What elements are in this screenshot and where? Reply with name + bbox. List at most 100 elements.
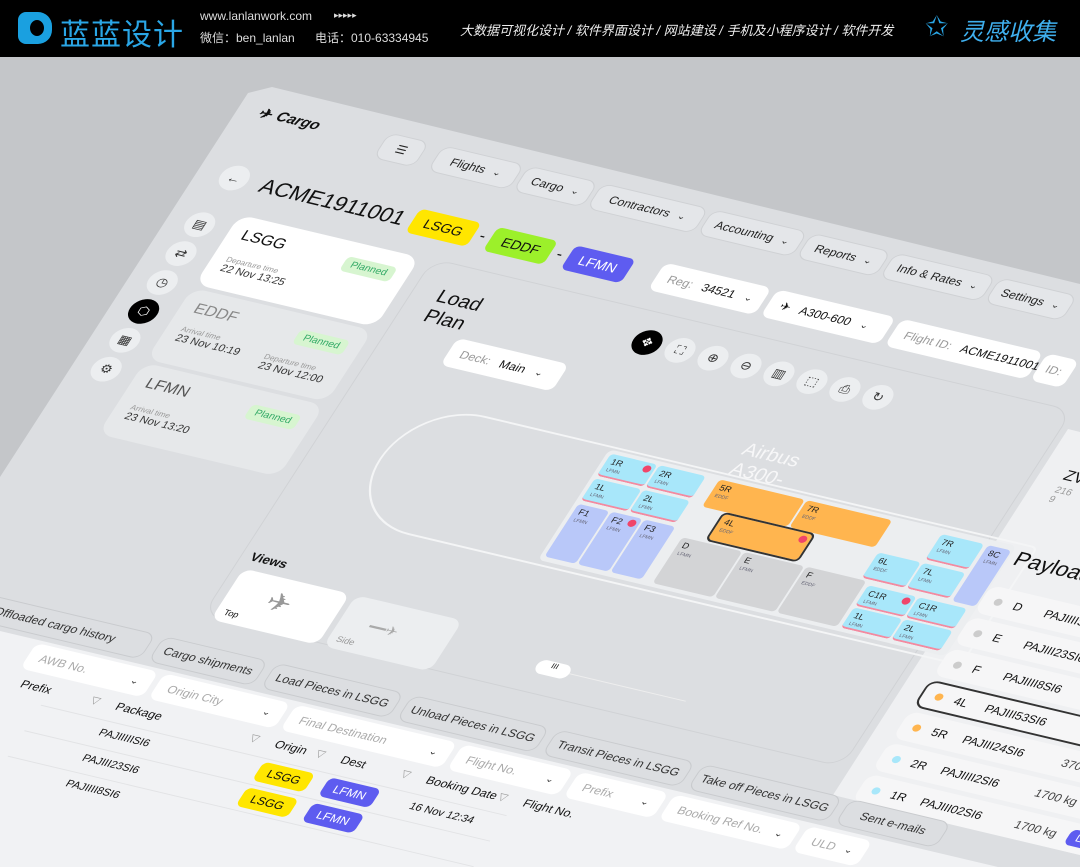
lanlan-logo-icon (18, 12, 52, 44)
star-icon: ✩ (925, 11, 949, 42)
uld-destination: LFMN (604, 525, 622, 534)
payload-weight: 1700 kg (1031, 786, 1080, 809)
status-dot-icon (869, 786, 882, 796)
uld-id: 6L (876, 556, 892, 567)
chevron-down-icon: ⌄ (860, 254, 875, 267)
uld-id: 1L (592, 481, 608, 493)
nav-tab-label: Accounting (711, 218, 778, 245)
uld-id: 2L (902, 622, 918, 634)
uld-id: 1L (851, 611, 867, 622)
uld-id: 1R (608, 457, 626, 469)
chevron-down-icon: ⌄ (857, 319, 872, 332)
website-url[interactable]: www.lanlanwork.com (200, 9, 313, 23)
chevron-down-icon: ⌄ (1048, 299, 1063, 311)
nav-tab-label: Contractors (605, 193, 674, 220)
chevron-down-icon: ⌄ (966, 280, 981, 292)
arrow-left-icon: ← (223, 170, 245, 186)
uld-id: F3 (642, 523, 658, 535)
uld-destination: EDDF (800, 513, 817, 523)
arrows-icon: ▸▸▸▸▸ (334, 10, 357, 20)
destination-badge[interactable]: LFMN (1063, 828, 1080, 855)
phone-contact: 电话：010-63334945 (315, 31, 429, 45)
chevron-down-icon: ⌄ (426, 746, 441, 758)
alert-icon (796, 534, 809, 544)
arrival-info: Arrival time 23 Nov 10:19 (173, 325, 248, 358)
uld-destination: LFMN (571, 517, 589, 526)
chevron-down-icon: ⌄ (841, 844, 856, 856)
airplane-top-icon: ✈ (259, 587, 300, 619)
uld-destination: EDDF (712, 493, 730, 502)
view-side-label: Side (334, 634, 358, 648)
status-badge: Planned (339, 256, 398, 283)
uld-id: F1 (576, 507, 592, 519)
payload-position: 5R (928, 725, 951, 742)
filter-placeholder: AWB No. (36, 652, 92, 676)
chevron-down-icon: ⌄ (542, 773, 558, 785)
services-list: 大数据可视化设计 / 软件界面设计 / 网站建设 / 手机及小程序设计 / 软件… (460, 23, 894, 38)
payload-weight: 1700 kg (1011, 817, 1061, 840)
screen-background: ✈ Cargo ☰ ← ACME1911001 LSGG - EDDF - LFM… (0, 57, 1080, 867)
hamburger-icon: ☰ (392, 142, 411, 158)
flight-id-label: Flight ID: (900, 329, 956, 353)
uld-id: E (742, 555, 754, 566)
status-dot-icon (951, 660, 964, 670)
status-dot-icon (992, 597, 1005, 607)
alert-icon (899, 596, 913, 606)
payload-position: 2R (907, 757, 931, 773)
reg-label: Reg: (664, 272, 697, 291)
chevron-down-icon: ⌄ (741, 292, 756, 304)
outer-background (0, 57, 1080, 477)
chevron-down-icon: ⌄ (568, 185, 583, 197)
uld-destination: LFMN (916, 576, 933, 586)
deck-label: Deck: (456, 348, 495, 368)
brand-name: 蓝蓝设计 (60, 19, 184, 52)
payload-position: D (1009, 600, 1026, 614)
airplane-icon: ✈ (776, 299, 795, 314)
wechat-contact: 微信：ben_lanlan (200, 31, 295, 45)
uld-id: 2L (641, 493, 657, 505)
uld-id: 5R (717, 483, 734, 495)
payload-weight: 3700 kg (1058, 756, 1080, 779)
uld-id: F2 (609, 515, 625, 527)
nav-tab-label: Reports (811, 242, 860, 264)
uld-destination: LFMN (637, 533, 655, 542)
uld-id: F (804, 570, 815, 581)
uld-id: 7R (939, 537, 956, 549)
uld-id: D (679, 540, 692, 551)
uld-destination: LFMN (636, 503, 654, 512)
chevron-down-icon: ⌄ (489, 167, 505, 179)
uld-destination: EDDF (871, 566, 889, 575)
chevron-down-icon: ⌄ (127, 675, 142, 687)
uld-destination: LFMN (737, 565, 755, 575)
chevron-down-icon: ⌄ (259, 706, 274, 718)
uld-destination: EDDF (799, 580, 817, 589)
deck-value: Main (496, 357, 530, 376)
uld-destination: LFMN (981, 558, 998, 568)
uld-destination: LFMN (847, 621, 864, 630)
filter-placeholder: Prefix (579, 781, 617, 801)
watermark-header: 蓝蓝设计 www.lanlanwork.com ▸▸▸▸▸ 微信：ben_lan… (0, 0, 1080, 57)
view-top-label: Top (221, 607, 242, 620)
uld-destination: LFMN (604, 467, 621, 476)
uld-id: 7L (920, 566, 936, 578)
aircraft-value: A300-600 (796, 304, 855, 329)
status-dot-icon (932, 692, 946, 702)
chevron-down-icon: ⌄ (771, 827, 786, 840)
uld-id: 4L (721, 517, 738, 529)
status-badge: Planned (243, 404, 303, 431)
status-badge: Planned (291, 329, 351, 356)
chevron-down-icon: ⌄ (637, 796, 653, 808)
status-dot-icon (971, 629, 984, 639)
uld-destination: LFMN (897, 633, 915, 642)
inspiration-label: 灵感收集 (960, 19, 1056, 46)
airplane-side-icon: ━━✈ (365, 619, 402, 640)
chevron-down-icon: ⌄ (531, 367, 547, 379)
uld-destination: LFMN (675, 551, 693, 560)
uld-destination: LFMN (588, 492, 605, 501)
status-dot-icon (890, 755, 903, 764)
alert-icon (640, 464, 653, 474)
filter-placeholder: Origin City (164, 682, 227, 708)
payload-position: 1R (887, 788, 910, 805)
reg-value: 34521 (698, 281, 739, 301)
departure-info: Departure time 23 Nov 12:00 (255, 352, 330, 385)
